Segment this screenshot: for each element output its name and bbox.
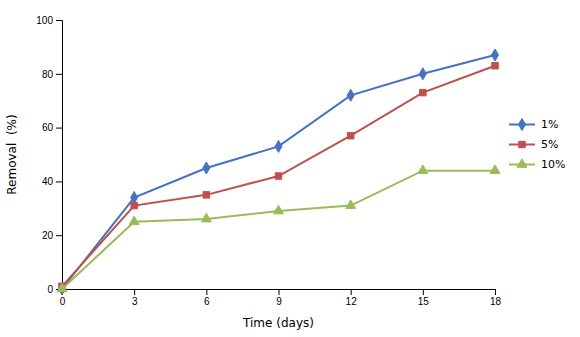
point [418,165,428,174]
point [275,140,282,152]
point [346,200,356,209]
tick-mark [56,74,62,75]
tick-mark [56,128,62,129]
tick-label: 0 [47,284,53,295]
tick-mark [423,289,424,295]
legend: 1% 5% 10% [509,118,565,171]
series-line [62,171,495,289]
point [347,89,354,101]
series-group [57,49,500,295]
point [492,49,499,61]
point [492,62,498,68]
tick-label: 6 [204,296,210,307]
point [131,192,138,204]
tick-label: 80 [42,69,54,80]
tick-mark [134,289,135,295]
series-line [62,55,495,289]
point [131,202,137,208]
tick-mark [351,289,352,295]
x-axis: 0 3 6 9 12 15 18 [60,289,502,307]
legend-marker [519,141,525,147]
tick: 6 [204,289,210,307]
tick-mark [206,289,207,295]
legend-item: 10% [509,158,565,171]
axis-domain [63,290,496,296]
tick: 15 [418,289,430,307]
point [274,205,284,214]
tick: 100 [36,15,62,26]
tick-mark [279,289,280,295]
tick: 20 [42,230,62,241]
legend-marker [517,159,527,168]
legend-label: 1% [541,118,558,131]
y-axis-title: Removal (%) [5,114,19,194]
axis-domain [56,21,63,290]
legend-marker [519,118,526,130]
point [347,132,353,138]
tick: 12 [346,289,358,307]
tick: 80 [42,69,62,80]
tick-label: 60 [42,122,54,133]
point [203,162,210,174]
tick-label: 100 [36,15,53,26]
tick: 3 [132,289,138,307]
series [57,165,500,292]
legend-label: 10% [541,158,565,171]
tick-mark [56,181,62,182]
chart: 0 3 6 9 12 15 18 0 20 40 60 80 100 Time (days) Removal… [0,0,580,337]
tick-label: 15 [418,296,430,307]
tick-label: 20 [42,230,54,241]
tick-label: 12 [346,296,358,307]
tick-label: 9 [276,296,282,307]
y-axis: 0 20 40 60 80 100 [36,15,62,295]
tick: 40 [42,176,62,187]
point [203,192,209,198]
point [201,213,211,222]
tick: 60 [42,122,62,133]
tick: 18 [490,289,502,307]
tick: 9 [276,289,282,307]
legend-item: 5% [509,138,558,151]
tick-label: 0 [60,296,66,307]
x-axis-title: Time (days) [242,316,314,330]
legend-item: 1% [509,118,558,131]
plot: 0 3 6 9 12 15 18 0 20 40 60 80 100 [36,15,501,307]
point [57,283,67,292]
point [490,165,500,174]
tick-label: 18 [490,296,502,307]
series-line [62,66,495,287]
point [129,216,139,225]
point [275,173,281,179]
tick-label: 3 [132,296,138,307]
series [59,62,498,289]
tick-mark [495,289,496,295]
tick-mark [56,20,62,21]
point [420,89,426,95]
series [59,49,499,295]
legend-label: 5% [541,138,558,151]
tick-label: 40 [42,176,54,187]
tick-mark [56,235,62,236]
point [419,68,426,80]
